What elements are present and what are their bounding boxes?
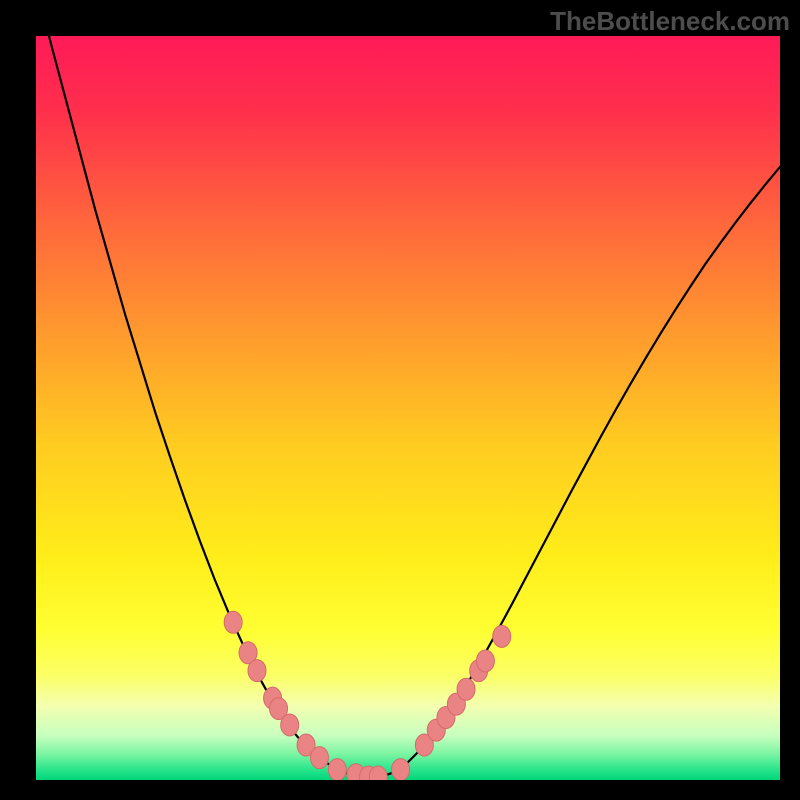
plot-gradient-background bbox=[36, 36, 780, 780]
plot-area bbox=[36, 36, 780, 780]
watermark-text: TheBottleneck.com bbox=[550, 6, 790, 37]
chart-frame: TheBottleneck.com bbox=[0, 0, 800, 800]
